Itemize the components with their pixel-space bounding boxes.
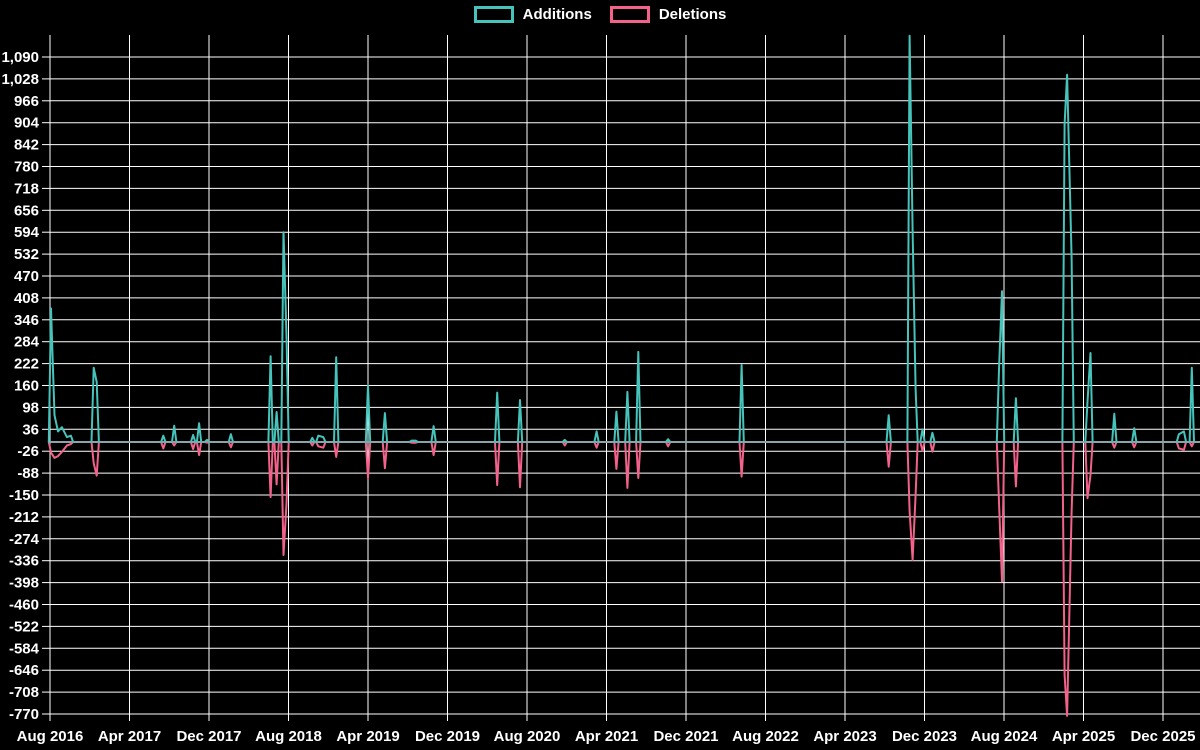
x-axis-labels: Aug 2016 Apr 2017 Dec 2017 Aug 2018 Apr 2019… xyxy=(17,728,1196,745)
x-tick-label: Aug 2020 xyxy=(494,728,561,745)
y-tick-label: 718 xyxy=(14,180,39,197)
legend-item-additions[interactable]: Additions xyxy=(473,6,592,23)
y-tick-label: -88 xyxy=(17,465,39,482)
x-tick-label: Dec 2017 xyxy=(176,728,241,745)
y-tick-label: 904 xyxy=(14,115,40,132)
y-tick-label: 470 xyxy=(14,268,39,285)
y-tick-label: 36 xyxy=(22,421,39,438)
y-tick-label: 1,090 xyxy=(1,49,39,66)
y-tick-label: 656 xyxy=(14,202,39,219)
x-tick-label: Apr 2023 xyxy=(813,728,876,745)
y-tick-label: 780 xyxy=(14,159,39,176)
y-tick-label: -460 xyxy=(9,597,39,614)
y-tick-label: 532 xyxy=(14,246,39,263)
y-tick-label: 966 xyxy=(14,93,39,110)
y-tick-label: -522 xyxy=(9,618,39,635)
chart-legend: Additions Deletions xyxy=(0,6,1200,23)
x-tick-label: Dec 2021 xyxy=(653,728,718,745)
x-tick-label: Apr 2019 xyxy=(336,728,399,745)
y-tick-label: 98 xyxy=(22,399,39,416)
x-tick-label: Apr 2017 xyxy=(98,728,161,745)
x-tick-label: Dec 2025 xyxy=(1130,728,1195,745)
y-gridlines xyxy=(42,56,1200,715)
y-tick-label: -336 xyxy=(9,553,39,570)
y-tick-label: 160 xyxy=(14,378,39,395)
y-tick-label: 1,028 xyxy=(1,71,39,88)
y-tick-label: -398 xyxy=(9,575,39,592)
y-tick-label: -26 xyxy=(17,443,39,460)
y-tick-label: -584 xyxy=(9,640,40,657)
y-tick-label: -274 xyxy=(9,531,40,548)
additions-line xyxy=(47,34,1195,443)
y-tick-label: 222 xyxy=(14,356,39,373)
x-tick-label: Aug 2018 xyxy=(255,728,322,745)
deletions-swatch-icon xyxy=(609,6,650,23)
y-axis-labels: 1,090 1,028 966 904 842 780 718 656 594 532 470 408… xyxy=(1,49,39,723)
x-tick-label: Dec 2019 xyxy=(415,728,480,745)
x-tick-label: Apr 2021 xyxy=(575,728,638,745)
additions-swatch-icon xyxy=(473,6,514,23)
y-tick-label: 284 xyxy=(14,334,40,351)
y-tick-label: -770 xyxy=(9,706,39,723)
x-tick-label: Aug 2024 xyxy=(971,728,1038,745)
x-tick-label: Aug 2022 xyxy=(732,728,799,745)
additions-legend-label: Additions xyxy=(522,6,592,23)
x-gridlines xyxy=(49,35,1164,721)
x-tick-label: Aug 2016 xyxy=(17,728,84,745)
y-tick-label: -212 xyxy=(9,509,39,526)
y-tick-label: 408 xyxy=(14,290,39,307)
deletions-line xyxy=(47,441,1195,717)
y-tick-label: 594 xyxy=(14,224,40,241)
legend-item-deletions[interactable]: Deletions xyxy=(609,6,727,23)
y-tick-label: 842 xyxy=(14,137,39,154)
x-tick-label: Apr 2025 xyxy=(1052,728,1115,745)
x-tick-label: Dec 2023 xyxy=(892,728,957,745)
y-tick-label: -646 xyxy=(9,662,39,679)
y-tick-label: -708 xyxy=(9,684,39,701)
y-tick-label: -150 xyxy=(9,487,39,504)
deletions-legend-label: Deletions xyxy=(658,6,727,23)
y-tick-label: 346 xyxy=(14,312,39,329)
